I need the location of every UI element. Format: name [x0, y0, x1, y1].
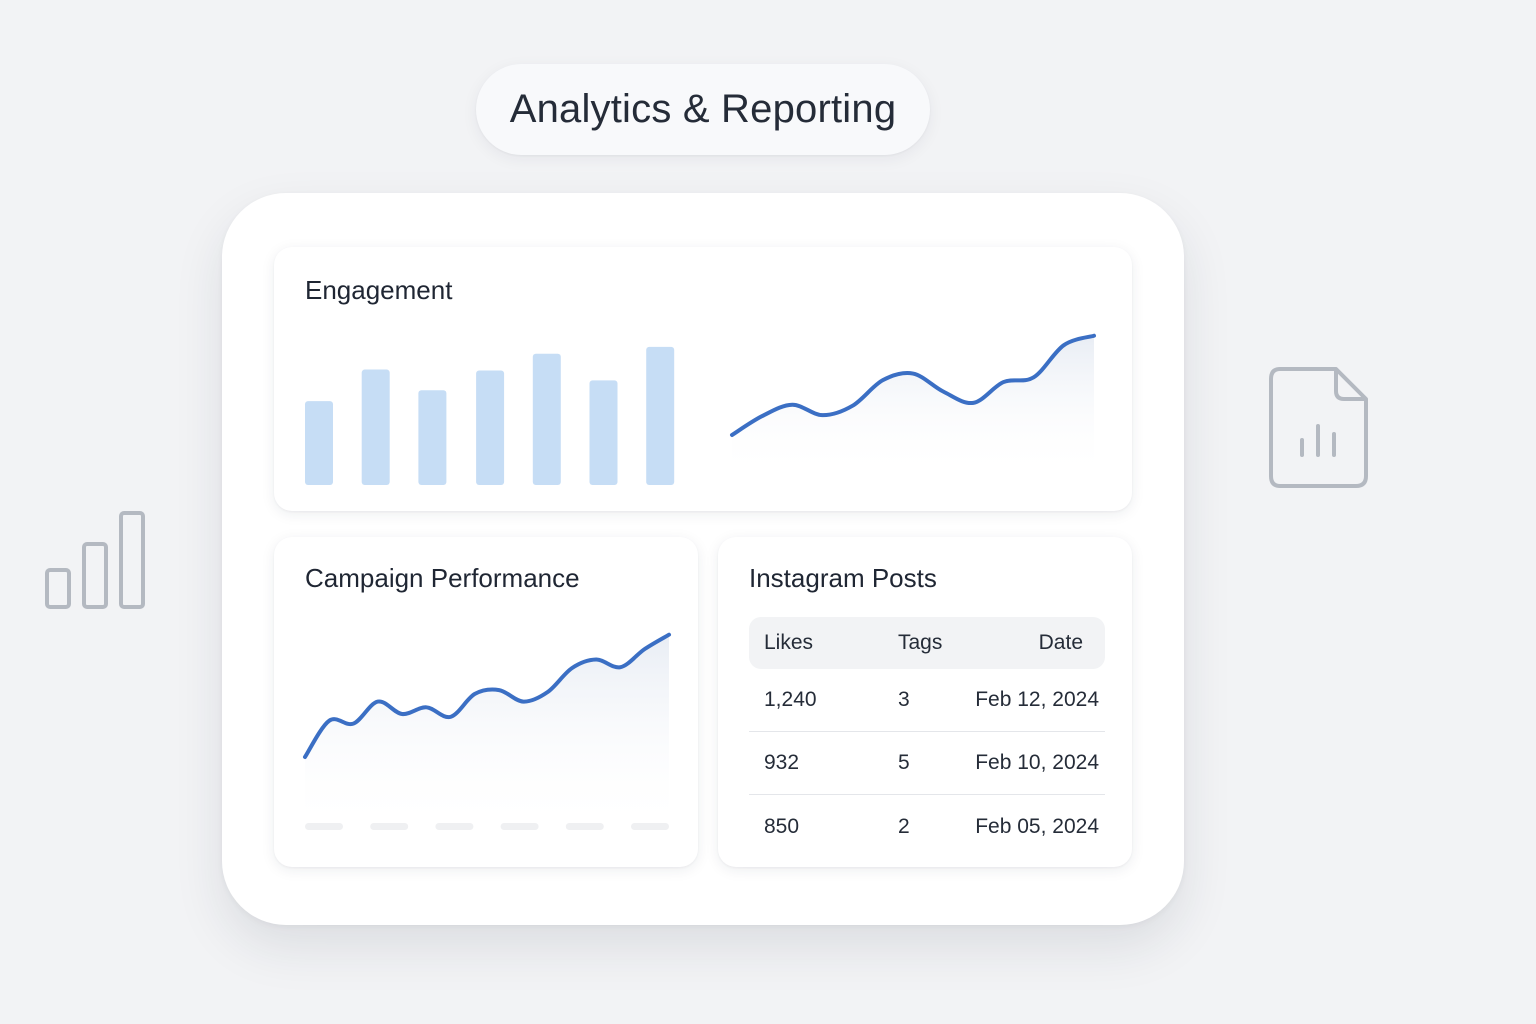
- engagement-bar: [476, 370, 505, 485]
- engagement-title: Engagement: [305, 275, 453, 305]
- engagement-line-chart: [730, 333, 1096, 477]
- instagram-panel: Instagram Posts Likes Tags Date 1,240 3 …: [718, 537, 1132, 867]
- x-axis-tick-placeholder: [565, 823, 604, 830]
- series-line: [303, 632, 671, 759]
- date-cell: Feb 05, 2024: [975, 814, 1099, 838]
- date-cell: Feb 12, 2024: [975, 688, 1099, 711]
- tags-cell: 2: [898, 814, 910, 838]
- x-axis-tick-placeholder: [435, 823, 474, 830]
- campaign-line-chart: [303, 632, 671, 833]
- column-header-date[interactable]: Date: [1038, 631, 1083, 654]
- bar-chart-outline-icon: [45, 511, 145, 609]
- likes-cell: 850: [764, 814, 800, 838]
- campaign-panel: Campaign Performance: [274, 537, 698, 867]
- engagement-bar: [589, 380, 618, 485]
- line-area-fill: [732, 335, 1094, 477]
- x-axis-tick-placeholder: [370, 823, 409, 830]
- engagement-bar: [646, 346, 675, 485]
- posts-table: Likes Tags Date 1,240 3 Feb 12, 2024 932…: [749, 617, 1105, 858]
- engagement-bar: [361, 369, 390, 485]
- series-line: [730, 333, 1096, 437]
- x-axis-tick-placeholder: [305, 823, 343, 830]
- x-axis-tick-placeholder: [631, 823, 669, 830]
- line-area-fill: [305, 634, 669, 833]
- tags-cell: 3: [898, 688, 910, 711]
- table-header: Likes Tags Date: [749, 617, 1105, 669]
- column-header-likes[interactable]: Likes: [764, 631, 814, 654]
- instagram-title: Instagram Posts: [749, 563, 937, 593]
- table-row[interactable]: 1,240 3 Feb 12, 2024: [749, 669, 1105, 732]
- column-header-tags[interactable]: Tags: [898, 631, 943, 654]
- table-row[interactable]: 932 5 Feb 10, 2024: [749, 732, 1105, 795]
- tags-cell: 5: [898, 751, 910, 774]
- engagement-bar: [532, 353, 561, 485]
- title-pill: Analytics & Reporting: [476, 64, 930, 155]
- page-title: Analytics & Reporting: [509, 87, 897, 131]
- x-axis-tick-placeholder: [500, 823, 539, 830]
- likes-cell: 1,240: [764, 688, 817, 711]
- engagement-bar-chart: [305, 346, 675, 485]
- campaign-title: Campaign Performance: [305, 563, 580, 593]
- date-cell: Feb 10, 2024: [975, 751, 1099, 774]
- table-row[interactable]: 850 2 Feb 05, 2024: [749, 795, 1105, 858]
- likes-cell: 932: [764, 751, 800, 774]
- engagement-panel: Engagement: [274, 247, 1132, 511]
- engagement-bar: [418, 390, 447, 485]
- report-document-icon: [1269, 367, 1368, 488]
- engagement-bar: [305, 401, 333, 485]
